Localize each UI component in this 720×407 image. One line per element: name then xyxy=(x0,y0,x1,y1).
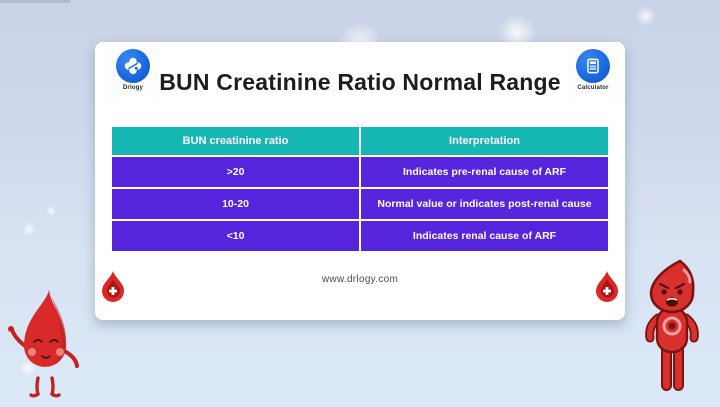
top-edge-smudge xyxy=(0,0,70,3)
table-cell-ratio-3: <10 xyxy=(112,221,359,251)
calculator-badge: Calculator xyxy=(567,44,619,102)
drlogy-logo-icon xyxy=(116,49,150,83)
drlogy-badge: Drlogy xyxy=(107,44,159,102)
blood-drop-icon xyxy=(102,271,124,302)
table-cell-ratio-2: 10-20 xyxy=(112,189,359,219)
website-url: www.drlogy.com xyxy=(321,274,399,285)
table-cell-interpretation-1: Indicates pre-renal cause of ARF xyxy=(361,157,608,187)
page-title: BUN Creatinine Ratio Normal Range xyxy=(159,68,561,95)
table-header-interpretation: Interpretation xyxy=(361,127,608,155)
bokeh-light xyxy=(46,206,56,216)
table-cell-interpretation-3: Indicates renal cause of ARF xyxy=(361,221,608,251)
bokeh-light xyxy=(20,360,36,376)
calculator-badge-label: Calculator xyxy=(577,85,609,91)
table-header-ratio: BUN creatinine ratio xyxy=(112,127,359,155)
info-card: Drlogy BUN Creatinine Ratio Normal Range… xyxy=(95,42,625,320)
blood-drop-icon xyxy=(596,271,618,302)
table-cell-ratio-1: >20 xyxy=(112,157,359,187)
bokeh-light xyxy=(636,6,656,26)
calculator-icon xyxy=(576,49,610,83)
bokeh-light xyxy=(22,222,36,236)
bun-creatinine-table: BUN creatinine ratio Interpretation >20 … xyxy=(112,127,608,251)
table-cell-interpretation-2: Normal value or indicates post-renal cau… xyxy=(361,189,608,219)
blood-drop-mascot-right xyxy=(645,259,699,391)
drlogy-badge-label: Drlogy xyxy=(122,85,144,91)
blood-drop-mascot-left xyxy=(8,290,79,398)
